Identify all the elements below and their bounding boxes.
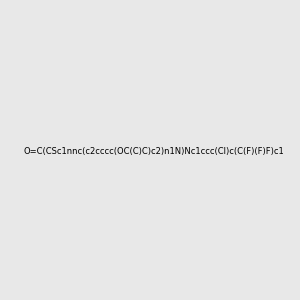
Text: O=C(CSc1nnc(c2cccc(OC(C)C)c2)n1N)Nc1ccc(Cl)c(C(F)(F)F)c1: O=C(CSc1nnc(c2cccc(OC(C)C)c2)n1N)Nc1ccc(… xyxy=(23,147,284,156)
